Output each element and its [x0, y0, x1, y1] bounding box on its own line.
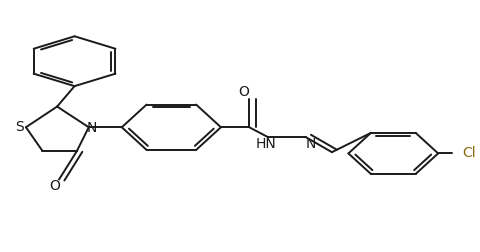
Text: N: N [305, 137, 316, 151]
Text: N: N [86, 121, 97, 136]
Text: HN: HN [255, 137, 276, 151]
Text: S: S [15, 120, 24, 134]
Text: Cl: Cl [463, 146, 476, 161]
Text: O: O [49, 179, 60, 193]
Text: O: O [238, 85, 249, 99]
